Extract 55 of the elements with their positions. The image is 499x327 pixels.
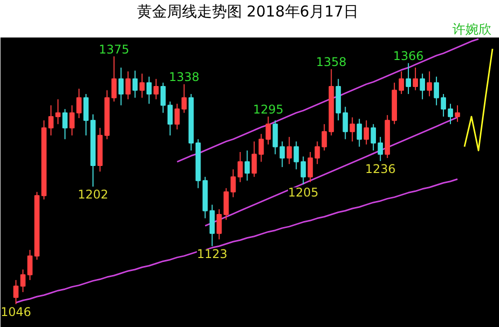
chart-subtitle: 许婉欣 <box>452 22 492 38</box>
candlestick <box>160 82 166 114</box>
candlestick <box>434 76 440 106</box>
candlestick <box>286 136 292 165</box>
candlestick <box>168 101 173 136</box>
candlestick <box>350 116 355 142</box>
candlestick <box>48 104 54 136</box>
annotation: 1236 <box>365 162 396 176</box>
candlestick <box>370 124 376 151</box>
candlestick <box>342 106 348 140</box>
candlestick <box>440 93 446 118</box>
candlestick <box>420 73 426 100</box>
candlestick <box>406 62 411 94</box>
candlestick <box>356 118 362 148</box>
candlestick <box>448 103 454 125</box>
candlestick <box>224 188 229 220</box>
annotation: 1205 <box>288 185 319 200</box>
candlestick <box>426 70 432 97</box>
candlestick <box>118 67 124 106</box>
candlestick <box>378 136 383 162</box>
candlestick <box>216 208 222 240</box>
candlestick <box>398 70 404 94</box>
candlestick <box>153 78 159 100</box>
candlestick <box>76 88 82 119</box>
candlestick <box>125 70 131 100</box>
candlestick <box>454 104 460 122</box>
candlestick <box>20 269 26 293</box>
candlestick <box>238 151 243 183</box>
candlestick <box>210 204 215 247</box>
annotation: 1202 <box>78 188 108 202</box>
annotation: 1338 <box>168 70 200 84</box>
candlestick <box>139 73 145 98</box>
candlestick <box>69 104 75 136</box>
candlestick <box>182 84 187 114</box>
candlestick <box>174 103 180 130</box>
candlestick <box>230 168 236 198</box>
annotation: 1295 <box>252 102 284 117</box>
annotation: 1123 <box>196 247 228 262</box>
annotation: 1046 <box>0 305 32 320</box>
candlestick <box>412 67 418 91</box>
candlestick <box>83 93 89 136</box>
candlestick <box>55 98 61 125</box>
annotation: 1366 <box>393 49 424 64</box>
chart-title: 黄金周线走势图 2018年6月17日 <box>136 2 358 20</box>
candlestick <box>13 280 19 305</box>
candlestick <box>62 108 68 140</box>
candlestick <box>308 151 313 183</box>
annotation: 1375 <box>98 42 130 56</box>
candlestick <box>364 120 369 145</box>
candlestick <box>146 76 152 104</box>
candlestick <box>244 150 250 182</box>
candlestick <box>27 249 33 281</box>
candlestick <box>132 70 138 98</box>
candlestick <box>111 56 117 102</box>
annotation: 1358 <box>316 55 347 70</box>
